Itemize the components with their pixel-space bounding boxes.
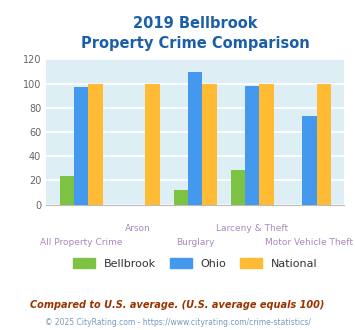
Text: All Property Crime: All Property Crime	[40, 238, 122, 247]
Bar	[245, 86, 260, 205]
Bar	[174, 190, 188, 205]
Title: 2019 Bellbrook
Property Crime Comparison: 2019 Bellbrook Property Crime Comparison	[81, 16, 310, 51]
Bar	[202, 83, 217, 205]
Text: Burglary: Burglary	[176, 238, 214, 247]
Bar	[145, 83, 160, 205]
Bar	[60, 176, 74, 205]
Bar	[302, 116, 317, 205]
Bar	[74, 87, 88, 205]
Text: Larceny & Theft: Larceny & Theft	[216, 224, 288, 233]
Bar	[317, 83, 331, 205]
Text: Compared to U.S. average. (U.S. average equals 100): Compared to U.S. average. (U.S. average …	[30, 300, 325, 310]
Bar	[260, 83, 274, 205]
Bar	[231, 170, 245, 205]
Bar	[188, 72, 202, 205]
Text: Motor Vehicle Theft: Motor Vehicle Theft	[266, 238, 353, 247]
Text: Arson: Arson	[125, 224, 151, 233]
Legend: Bellbrook, Ohio, National: Bellbrook, Ohio, National	[69, 254, 322, 273]
Text: © 2025 CityRating.com - https://www.cityrating.com/crime-statistics/: © 2025 CityRating.com - https://www.city…	[45, 318, 310, 327]
Bar	[88, 83, 103, 205]
